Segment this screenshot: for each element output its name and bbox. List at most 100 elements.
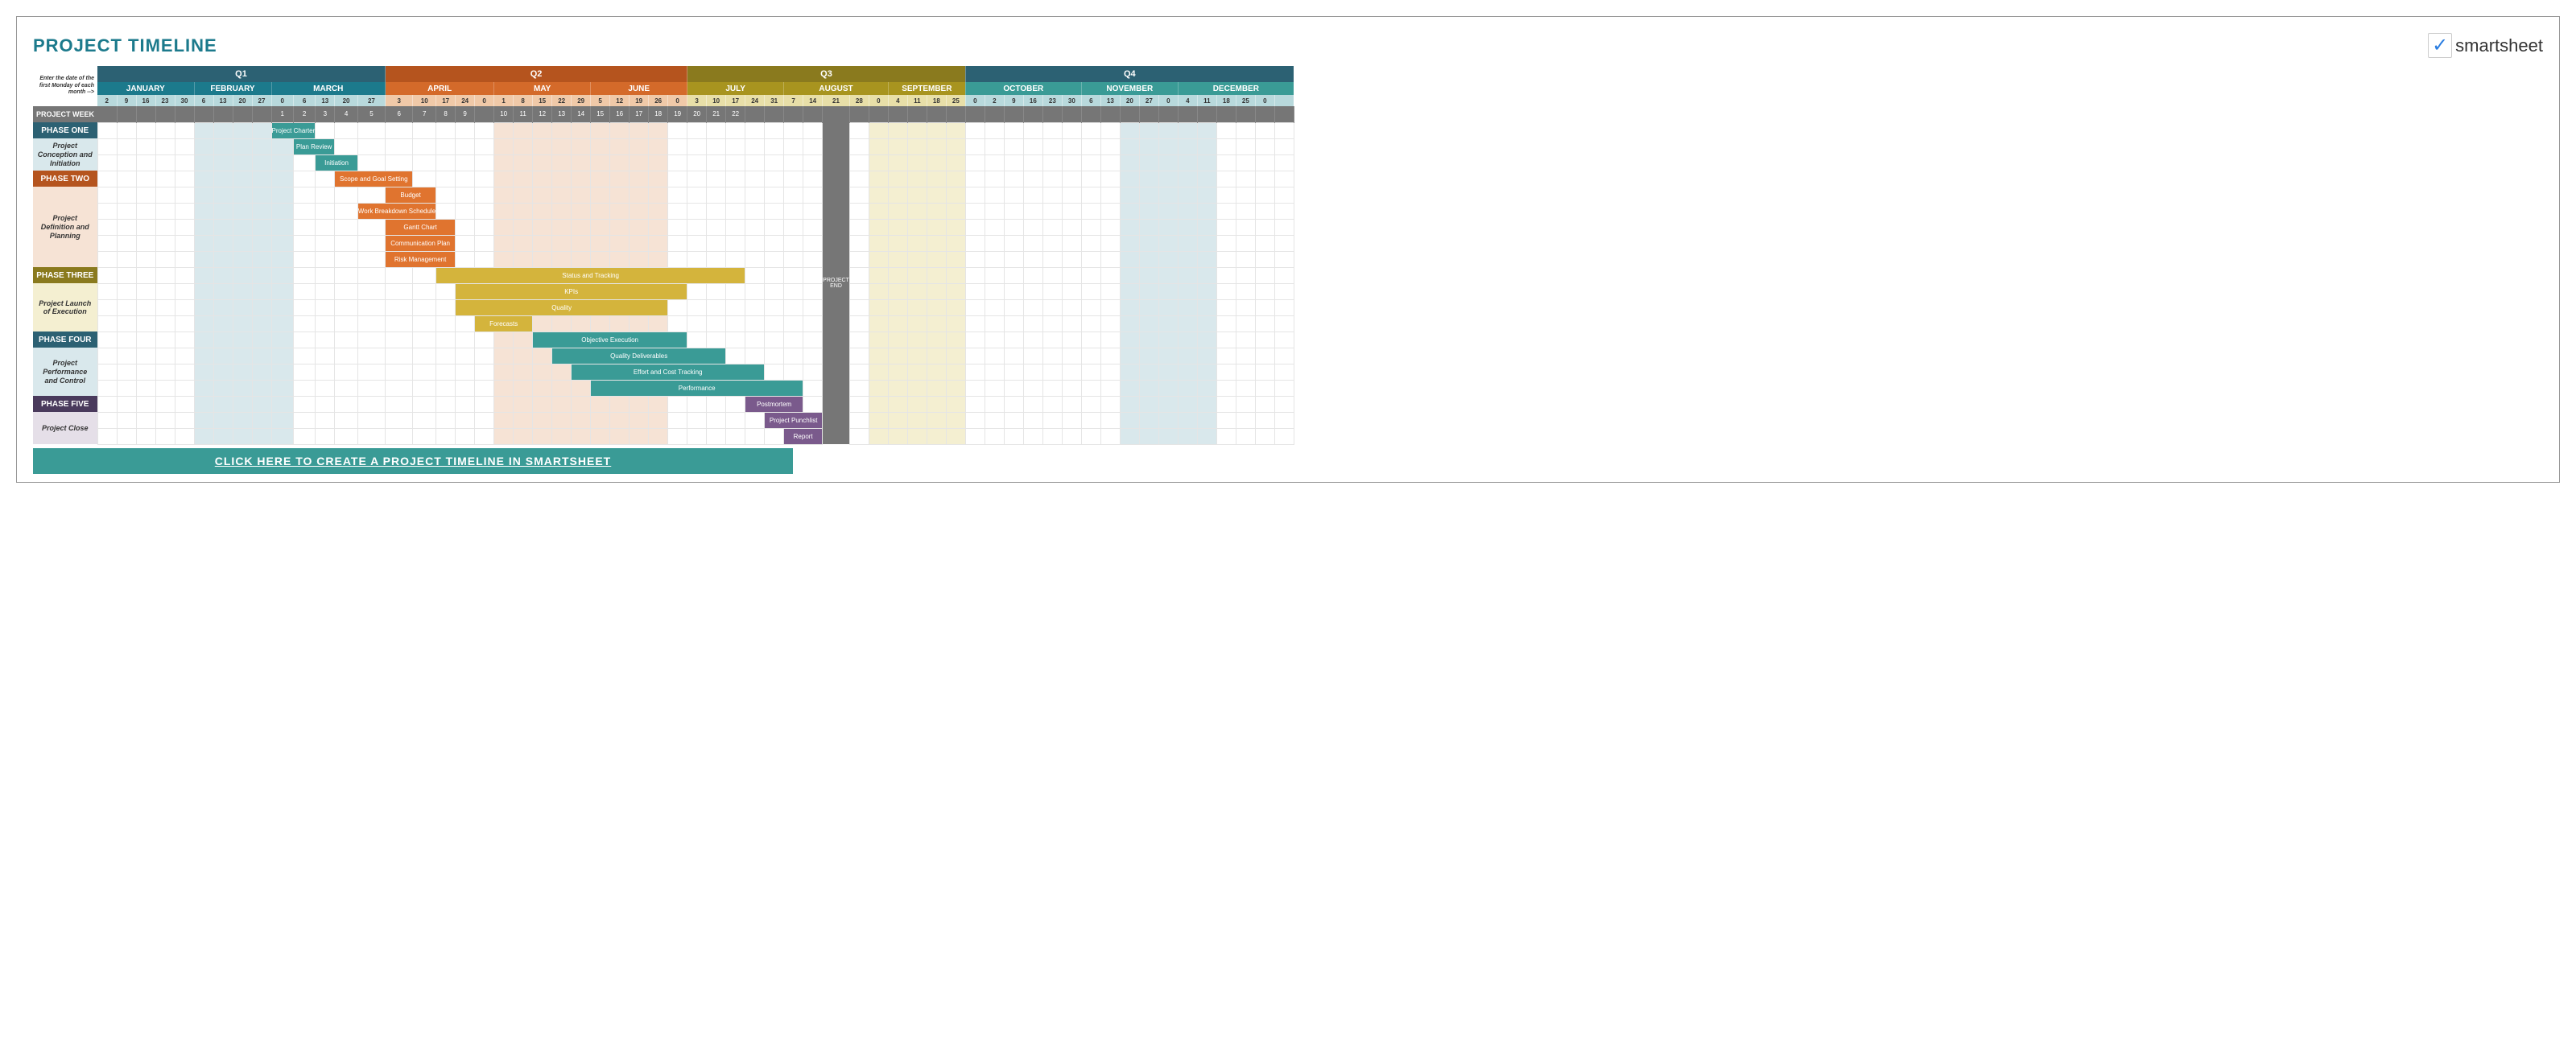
grid-cell — [117, 332, 136, 348]
project-week-cell — [803, 106, 823, 122]
grid-cell — [1216, 299, 1236, 315]
grid-cell — [271, 283, 293, 299]
project-week-cell — [136, 106, 155, 122]
grid-cell — [784, 171, 803, 187]
grid-cell — [436, 122, 456, 138]
grid-cell — [413, 267, 436, 283]
grid-cell — [456, 187, 475, 203]
grid-cell — [591, 428, 610, 444]
gantt-bar[interactable]: Status and Tracking — [436, 267, 745, 283]
grid-cell — [869, 412, 888, 428]
grid-cell — [591, 122, 610, 138]
cta-button[interactable]: CLICK HERE TO CREATE A PROJECT TIMELINE … — [33, 448, 793, 474]
header-row: PROJECT TIMELINE ✓ smartsheet — [33, 33, 2543, 58]
gantt-bar[interactable]: Communication Plan — [386, 235, 456, 251]
grid-cell — [357, 412, 385, 428]
grid-cell — [849, 138, 869, 154]
gantt-bar[interactable]: Report — [784, 428, 823, 444]
grid-cell — [456, 396, 475, 412]
grid-cell — [1236, 203, 1255, 219]
grid-cell — [1216, 332, 1236, 348]
grid-cell — [316, 364, 335, 380]
grid-cell — [1004, 203, 1023, 219]
grid-cell — [357, 396, 385, 412]
grid-cell — [1042, 154, 1062, 171]
gantt-bar[interactable]: Effort and Cost Tracking — [572, 364, 765, 380]
grid-cell — [456, 138, 475, 154]
grid-cell — [572, 315, 591, 332]
grid-cell — [985, 219, 1004, 235]
grid-cell — [293, 348, 315, 364]
grid-cell — [869, 332, 888, 348]
grid-cell — [213, 267, 233, 283]
project-week-cell — [1023, 106, 1042, 122]
gantt-bar[interactable]: Project Punchlist — [765, 412, 823, 428]
grid-cell — [233, 251, 252, 267]
grid-cell — [630, 315, 649, 332]
gantt-bar[interactable]: Quality — [456, 299, 668, 315]
grid-cell — [668, 428, 687, 444]
gantt-bar[interactable]: Scope and Goal Setting — [335, 171, 413, 187]
grid-cell — [271, 235, 293, 251]
grid-cell — [136, 138, 155, 154]
grid-cell — [386, 348, 413, 364]
grid-cell — [927, 315, 946, 332]
grid-cell — [1081, 235, 1100, 251]
grid-cell — [233, 267, 252, 283]
gantt-bar[interactable]: Risk Management — [386, 251, 456, 267]
grid-cell — [572, 428, 591, 444]
date-header: 27 — [252, 95, 271, 106]
grid-cell — [927, 154, 946, 171]
gantt-bar[interactable]: Quality Deliverables — [552, 348, 726, 364]
grid-cell — [293, 428, 315, 444]
grid-cell — [233, 315, 252, 332]
grid-cell — [155, 267, 175, 283]
grid-cell — [985, 396, 1004, 412]
grid-cell — [869, 364, 888, 380]
gantt-bar[interactable]: Performance — [591, 380, 803, 396]
grid-cell — [745, 267, 765, 283]
grid-cell — [888, 219, 907, 235]
grid-cell — [1120, 219, 1139, 235]
grid-cell — [252, 428, 271, 444]
grid-cell — [985, 299, 1004, 315]
grid-cell — [514, 396, 533, 412]
grid-cell — [436, 396, 456, 412]
grid-cell — [117, 154, 136, 171]
grid-cell — [1139, 219, 1158, 235]
date-header: 23 — [155, 95, 175, 106]
grid-cell — [649, 251, 668, 267]
gantt-bar[interactable]: Plan Review — [293, 138, 334, 154]
grid-cell — [1178, 203, 1197, 219]
grid-cell — [386, 412, 413, 428]
grid-cell — [117, 396, 136, 412]
grid-cell — [293, 380, 315, 396]
project-week-cell — [849, 106, 869, 122]
gantt-bar[interactable]: Initiation — [316, 154, 358, 171]
grid-cell — [252, 348, 271, 364]
grid-cell — [849, 235, 869, 251]
grid-cell — [1255, 251, 1274, 267]
gantt-bar[interactable]: Budget — [386, 187, 436, 203]
grid-cell — [726, 396, 745, 412]
date-header: 25 — [1236, 95, 1255, 106]
gantt-bar[interactable]: Objective Execution — [533, 332, 687, 348]
gantt-bar[interactable]: Work Breakdown Schedule — [357, 203, 436, 219]
grid-cell — [136, 235, 155, 251]
grid-cell — [316, 203, 335, 219]
gantt-bar[interactable]: Gantt Chart — [386, 219, 456, 235]
grid-cell — [849, 122, 869, 138]
gantt-bar[interactable]: KPIs — [456, 283, 687, 299]
date-header: 18 — [927, 95, 946, 106]
gantt-bar[interactable]: Project Charter — [271, 122, 316, 138]
grid-cell — [1081, 380, 1100, 396]
grid-cell — [927, 219, 946, 235]
gantt-bar[interactable]: Forecasts — [475, 315, 533, 332]
grid-cell — [965, 122, 985, 138]
phase-label: PHASE FOUR — [33, 332, 97, 348]
gantt-bar[interactable]: Postmortem — [745, 396, 803, 412]
grid-cell — [475, 251, 494, 267]
date-header: 3 — [687, 95, 707, 106]
grid-cell — [194, 219, 213, 235]
grid-cell — [233, 348, 252, 364]
